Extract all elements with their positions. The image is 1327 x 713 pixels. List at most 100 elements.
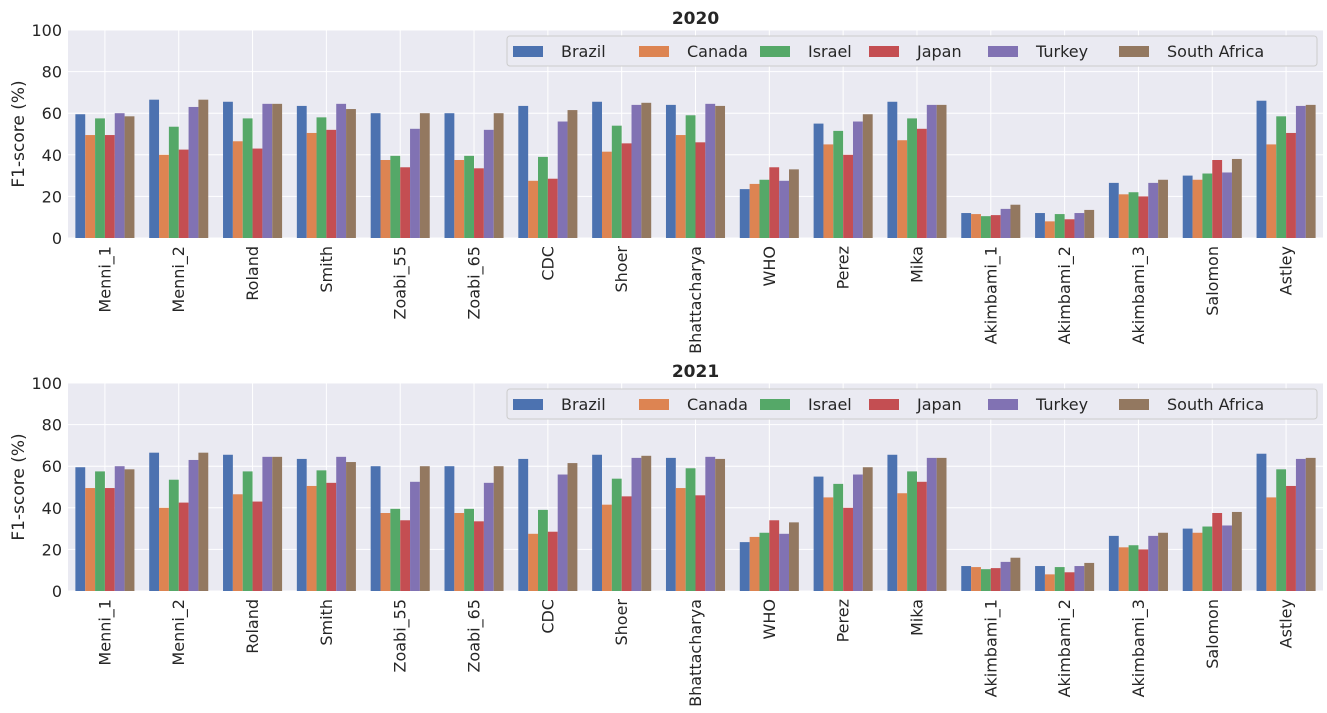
x-tick-label: Akimbami_1 bbox=[981, 246, 1001, 344]
bar-brazil-who bbox=[739, 542, 750, 591]
legend-label-brazil: Brazil bbox=[561, 395, 606, 414]
bar-japan-akimbami_2 bbox=[1064, 219, 1075, 238]
bar-canada-bhattacharya bbox=[675, 488, 686, 591]
bar-south-africa-menni_1 bbox=[124, 469, 135, 591]
x-tick-label: Shoer bbox=[612, 246, 631, 293]
x-tick-label: Akimbami_1 bbox=[981, 599, 1001, 697]
chart-title: 2021 bbox=[672, 362, 719, 382]
bar-south-africa-akimbami_3 bbox=[1158, 532, 1168, 591]
bar-japan-perez bbox=[843, 507, 853, 591]
bar-brazil-mika bbox=[887, 454, 898, 591]
bar-japan-bhattacharya bbox=[695, 495, 706, 591]
bar-turkey-akimbami_3 bbox=[1148, 182, 1159, 238]
bar-turkey-menni_2 bbox=[188, 459, 199, 591]
bar-south-africa-akimbami_1 bbox=[1010, 557, 1021, 591]
chart-panel-2020: 0 20 40 60 80 100 Menni_1 Menni_2 Roland Smith Zoa… bbox=[9, 9, 1323, 354]
legend-swatch-brazil bbox=[513, 399, 543, 410]
y-tick-label: 20 bbox=[42, 540, 62, 559]
y-tick-label: 0 bbox=[52, 582, 62, 601]
y-tick-label: 20 bbox=[42, 187, 62, 206]
x-tick-label: Perez bbox=[834, 246, 853, 289]
bar-brazil-astley bbox=[1256, 100, 1267, 238]
bar-japan-mika bbox=[916, 128, 927, 238]
bar-turkey-perez bbox=[852, 474, 863, 591]
x-tick-label: Perez bbox=[834, 599, 853, 642]
bar-israel-shoer bbox=[611, 478, 622, 591]
legend-box bbox=[506, 35, 1318, 67]
bar-brazil-akimbami_1 bbox=[961, 566, 972, 591]
legend-swatch-canada bbox=[639, 399, 669, 410]
x-tick-label: Mika bbox=[907, 599, 926, 636]
bar-south-africa-akimbami_3 bbox=[1158, 179, 1168, 238]
bar-brazil-mika bbox=[887, 101, 898, 238]
bar-brazil-shoer bbox=[592, 101, 602, 238]
bar-brazil-cdc bbox=[518, 105, 529, 238]
bar-south-africa-mika bbox=[936, 104, 947, 238]
bar-turkey-astley bbox=[1295, 458, 1306, 591]
y-axis-label: F1-score (%) bbox=[9, 433, 29, 540]
bar-turkey-bhattacharya bbox=[705, 456, 716, 591]
bar-canada-smith bbox=[306, 132, 317, 238]
bar-brazil-smith bbox=[296, 458, 307, 591]
bar-japan-menni_1 bbox=[104, 135, 115, 238]
bar-israel-who bbox=[759, 179, 770, 238]
bar-south-africa-roland bbox=[272, 103, 283, 238]
legend-swatch-brazil bbox=[513, 46, 543, 57]
x-tick-label: Astley bbox=[1277, 599, 1296, 648]
bar-south-africa-menni_2 bbox=[198, 452, 209, 591]
legend-swatch-japan bbox=[869, 46, 899, 57]
bar-canada-zoabi_65 bbox=[454, 160, 465, 238]
x-tick-label: Akimbami_3 bbox=[1129, 599, 1149, 697]
bar-israel-menni_2 bbox=[168, 126, 179, 238]
bar-brazil-zoabi_55 bbox=[370, 113, 381, 238]
bar-turkey-salomon bbox=[1222, 172, 1232, 238]
y-tick-label: 100 bbox=[31, 374, 62, 393]
legend-label-turkey: Turkey bbox=[1035, 42, 1088, 61]
legend-box bbox=[506, 388, 1318, 420]
bar-canada-roland bbox=[232, 494, 243, 591]
bar-south-africa-salomon bbox=[1231, 511, 1242, 591]
bar-japan-mika bbox=[916, 481, 927, 591]
bar-japan-smith bbox=[326, 129, 337, 238]
bar-turkey-astley bbox=[1295, 105, 1306, 238]
bar-turkey-akimbami_2 bbox=[1074, 213, 1085, 238]
x-tick-label: WHO bbox=[760, 246, 779, 286]
bar-israel-bhattacharya bbox=[685, 468, 696, 591]
bar-canada-menni_1 bbox=[85, 135, 96, 238]
legend-label-brazil: Brazil bbox=[561, 42, 606, 61]
legend-label-japan: Japan bbox=[916, 42, 962, 61]
bar-brazil-cdc bbox=[518, 458, 529, 591]
x-tick-label: Shoer bbox=[612, 599, 631, 646]
bar-japan-smith bbox=[326, 482, 337, 591]
bar-brazil-perez bbox=[813, 123, 824, 238]
bar-israel-who bbox=[759, 532, 770, 591]
bar-japan-perez bbox=[843, 154, 853, 238]
bar-israel-mika bbox=[907, 471, 917, 591]
legend-swatch-turkey bbox=[988, 399, 1018, 410]
legend-label-south-africa: South Africa bbox=[1167, 395, 1264, 414]
x-tick-label: Smith bbox=[317, 599, 336, 646]
bar-brazil-menni_2 bbox=[149, 452, 160, 591]
bar-brazil-bhattacharya bbox=[665, 457, 676, 591]
bar-japan-menni_2 bbox=[178, 502, 189, 591]
bar-japan-who bbox=[769, 167, 780, 238]
bar-canada-menni_2 bbox=[159, 154, 169, 238]
bar-japan-shoer bbox=[621, 496, 632, 591]
bar-south-africa-zoabi_65 bbox=[493, 113, 504, 238]
bar-japan-bhattacharya bbox=[695, 142, 706, 238]
x-tick-label: Astley bbox=[1277, 246, 1296, 295]
bar-japan-salomon bbox=[1212, 513, 1223, 591]
bar-brazil-zoabi_65 bbox=[444, 113, 455, 238]
bar-south-africa-menni_1 bbox=[124, 116, 135, 238]
bar-israel-zoabi_65 bbox=[464, 508, 475, 591]
bar-canada-mika bbox=[897, 140, 908, 238]
bar-turkey-smith bbox=[336, 103, 347, 238]
bar-south-africa-astley bbox=[1305, 104, 1316, 238]
bar-turkey-mika bbox=[926, 104, 937, 238]
bar-south-africa-bhattacharya bbox=[715, 458, 726, 591]
bar-turkey-roland bbox=[262, 456, 273, 591]
bar-japan-cdc bbox=[547, 531, 558, 591]
bar-turkey-bhattacharya bbox=[705, 103, 716, 238]
